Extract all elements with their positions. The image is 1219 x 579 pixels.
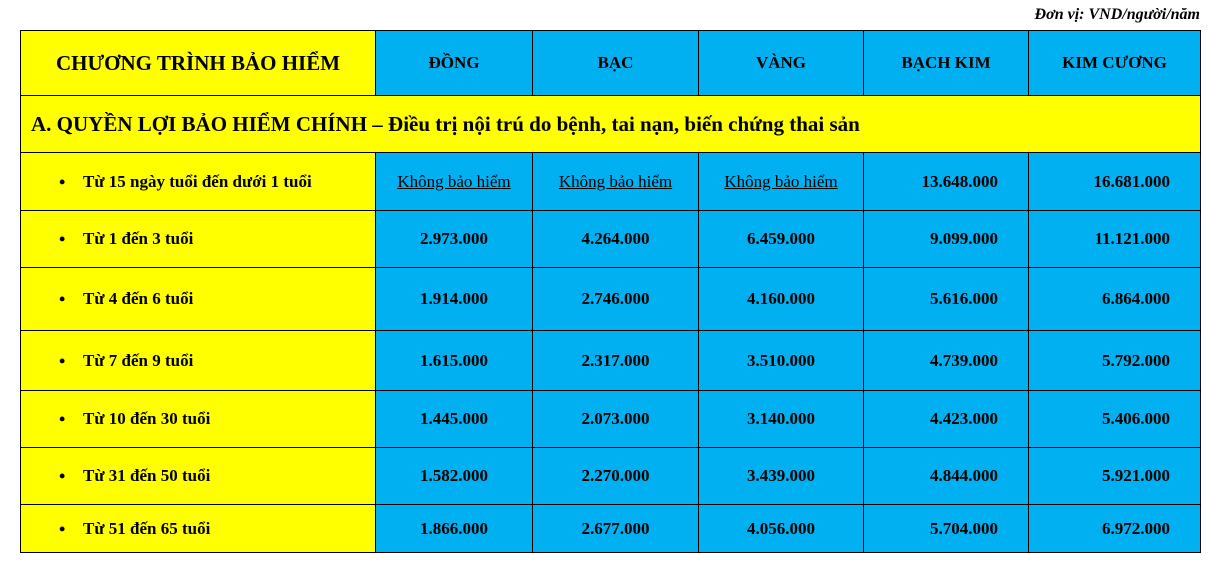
premium-cell: 5.921.000 xyxy=(1028,447,1201,505)
premium-cell: 1.914.000 xyxy=(375,267,533,331)
premium-cell: 1.615.000 xyxy=(375,330,533,391)
age-group-label: Từ 1 đến 3 tuổi xyxy=(20,210,376,268)
premium-cell: 2.746.000 xyxy=(532,267,699,331)
table-row: Từ 4 đến 6 tuổi1.914.0002.746.0004.160.0… xyxy=(20,267,1201,331)
table-row: Từ 10 đến 30 tuổi1.445.0002.073.0003.140… xyxy=(20,390,1201,448)
table-row: Từ 51 đến 65 tuổi1.866.0002.677.0004.056… xyxy=(20,504,1201,553)
premium-cell: 6.972.000 xyxy=(1028,504,1201,553)
premium-cell: 4.423.000 xyxy=(863,390,1029,448)
premium-cell: 5.406.000 xyxy=(1028,390,1201,448)
section-title: A. QUYỀN LỢI BẢO HIỂM CHÍNH – Điều trị n… xyxy=(20,95,1201,153)
premium-cell: 2.677.000 xyxy=(532,504,699,553)
section-row: A. QUYỀN LỢI BẢO HIỂM CHÍNH – Điều trị n… xyxy=(20,95,1201,153)
table-row: Từ 1 đến 3 tuổi2.973.0004.264.0006.459.0… xyxy=(20,210,1201,268)
premium-cell: 6.864.000 xyxy=(1028,267,1201,331)
plan-dong: ĐỒNG xyxy=(375,30,533,96)
premium-cell: 1.582.000 xyxy=(375,447,533,505)
premium-cell: Không bảo hiểm xyxy=(532,152,699,211)
premium-cell: Không bảo hiểm xyxy=(375,152,533,211)
plan-bac: BẠC xyxy=(532,30,699,96)
plan-bach-kim: BẠCH KIM xyxy=(863,30,1029,96)
plan-vang: VÀNG xyxy=(698,30,864,96)
premium-cell: 1.445.000 xyxy=(375,390,533,448)
premium-cell: 11.121.000 xyxy=(1028,210,1201,268)
premium-cell: 2.973.000 xyxy=(375,210,533,268)
premium-cell: 1.866.000 xyxy=(375,504,533,553)
header-row: CHƯƠNG TRÌNH BẢO HIỂM ĐỒNG BẠC VÀNG BẠCH… xyxy=(20,30,1201,96)
premium-cell: 4.739.000 xyxy=(863,330,1029,391)
premium-cell: 2.270.000 xyxy=(532,447,699,505)
premium-cell: 9.099.000 xyxy=(863,210,1029,268)
premium-cell: 3.439.000 xyxy=(698,447,864,505)
premium-cell: 4.160.000 xyxy=(698,267,864,331)
premium-cell: 4.844.000 xyxy=(863,447,1029,505)
premium-cell: 16.681.000 xyxy=(1028,152,1201,211)
plan-kim-cuong: KIM CƯƠNG xyxy=(1028,30,1201,96)
program-header: CHƯƠNG TRÌNH BẢO HIỂM xyxy=(20,30,376,96)
age-group-label: Từ 51 đến 65 tuổi xyxy=(20,504,376,553)
premium-cell: 6.459.000 xyxy=(698,210,864,268)
table-row: Từ 31 đến 50 tuổi1.582.0002.270.0003.439… xyxy=(20,447,1201,505)
premium-cell: 2.073.000 xyxy=(532,390,699,448)
age-group-label: Từ 7 đến 9 tuổi xyxy=(20,330,376,391)
insurance-premium-table: CHƯƠNG TRÌNH BẢO HIỂM ĐỒNG BẠC VÀNG BẠCH… xyxy=(20,30,1201,553)
premium-cell: 4.264.000 xyxy=(532,210,699,268)
premium-cell: 3.510.000 xyxy=(698,330,864,391)
premium-cell: 5.792.000 xyxy=(1028,330,1201,391)
premium-cell: 5.704.000 xyxy=(863,504,1029,553)
age-group-label: Từ 15 ngày tuổi đến dưới 1 tuổi xyxy=(20,152,376,211)
premium-cell: 13.648.000 xyxy=(863,152,1029,211)
premium-cell: Không bảo hiểm xyxy=(698,152,864,211)
premium-cell: 5.616.000 xyxy=(863,267,1029,331)
premium-cell: 2.317.000 xyxy=(532,330,699,391)
age-group-label: Từ 10 đến 30 tuổi xyxy=(20,390,376,448)
table-row: Từ 7 đến 9 tuổi1.615.0002.317.0003.510.0… xyxy=(20,330,1201,391)
age-group-label: Từ 4 đến 6 tuổi xyxy=(20,267,376,331)
premium-cell: 4.056.000 xyxy=(698,504,864,553)
age-group-label: Từ 31 đến 50 tuổi xyxy=(20,447,376,505)
unit-note: Đơn vị: VND/người/năm xyxy=(1034,6,1200,23)
premium-cell: 3.140.000 xyxy=(698,390,864,448)
